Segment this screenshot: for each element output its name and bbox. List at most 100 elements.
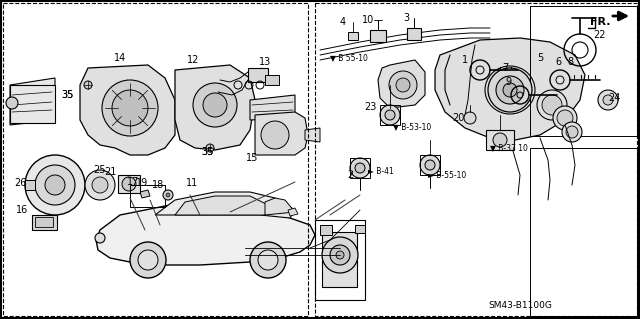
Text: 6: 6 bbox=[555, 57, 561, 67]
Text: 7: 7 bbox=[502, 63, 508, 73]
Text: 16: 16 bbox=[16, 205, 28, 215]
Bar bbox=[130, 185, 165, 207]
Text: 24: 24 bbox=[608, 93, 620, 103]
Circle shape bbox=[603, 95, 613, 105]
Text: 15: 15 bbox=[246, 153, 258, 163]
Circle shape bbox=[166, 193, 170, 197]
Text: 20: 20 bbox=[452, 113, 464, 123]
Text: 13: 13 bbox=[259, 57, 271, 67]
Text: 17: 17 bbox=[127, 177, 139, 187]
Circle shape bbox=[566, 126, 578, 138]
Text: 26: 26 bbox=[14, 178, 26, 188]
Circle shape bbox=[193, 83, 237, 127]
Polygon shape bbox=[175, 196, 268, 215]
Circle shape bbox=[503, 83, 517, 97]
Text: 1: 1 bbox=[462, 55, 468, 65]
Bar bbox=[420, 155, 440, 175]
Circle shape bbox=[84, 81, 92, 89]
Bar bbox=[265, 75, 279, 85]
Bar bbox=[530, 148, 637, 316]
Circle shape bbox=[420, 155, 440, 175]
Bar bbox=[315, 3, 637, 316]
Text: 5: 5 bbox=[537, 53, 543, 63]
Text: ▼ B 55-10: ▼ B 55-10 bbox=[330, 54, 368, 63]
Circle shape bbox=[464, 112, 476, 124]
Bar bbox=[320, 225, 332, 235]
Text: 35: 35 bbox=[62, 90, 74, 100]
Circle shape bbox=[488, 68, 532, 112]
Circle shape bbox=[553, 106, 577, 130]
Circle shape bbox=[258, 250, 278, 270]
Polygon shape bbox=[255, 112, 308, 155]
Circle shape bbox=[130, 242, 166, 278]
Text: 25: 25 bbox=[93, 165, 106, 175]
Bar bbox=[3, 3, 308, 316]
Text: 18: 18 bbox=[152, 180, 164, 190]
Polygon shape bbox=[155, 192, 295, 218]
Circle shape bbox=[92, 177, 108, 193]
Bar bbox=[10, 85, 55, 123]
Circle shape bbox=[25, 155, 85, 215]
Text: 35: 35 bbox=[202, 147, 214, 157]
Text: 35: 35 bbox=[202, 147, 214, 157]
Circle shape bbox=[322, 237, 358, 273]
Circle shape bbox=[206, 144, 214, 152]
Circle shape bbox=[493, 133, 507, 147]
Circle shape bbox=[122, 177, 136, 191]
Circle shape bbox=[330, 245, 350, 265]
Bar bbox=[35, 217, 53, 227]
Circle shape bbox=[336, 251, 344, 259]
Text: 35: 35 bbox=[62, 90, 74, 100]
Circle shape bbox=[385, 110, 395, 120]
Circle shape bbox=[112, 90, 148, 126]
Polygon shape bbox=[140, 190, 150, 198]
Text: 8: 8 bbox=[567, 57, 573, 67]
Polygon shape bbox=[378, 60, 425, 108]
Circle shape bbox=[95, 233, 105, 243]
Circle shape bbox=[496, 76, 524, 104]
Text: ▼ B-53-10: ▼ B-53-10 bbox=[393, 122, 431, 131]
Bar bbox=[315, 220, 365, 300]
Polygon shape bbox=[265, 198, 295, 215]
Bar bbox=[32, 215, 57, 230]
Circle shape bbox=[6, 97, 18, 109]
Text: SM43-B1100G: SM43-B1100G bbox=[488, 300, 552, 309]
Circle shape bbox=[35, 165, 75, 205]
Circle shape bbox=[425, 160, 435, 170]
Bar bbox=[530, 6, 637, 136]
Bar bbox=[348, 32, 358, 40]
Text: FR.: FR. bbox=[589, 17, 611, 27]
Text: 2: 2 bbox=[347, 170, 353, 180]
Circle shape bbox=[102, 80, 158, 136]
Text: 19: 19 bbox=[136, 178, 148, 188]
Bar bbox=[350, 158, 370, 178]
Circle shape bbox=[542, 95, 562, 115]
Bar bbox=[407, 28, 421, 40]
Polygon shape bbox=[435, 38, 585, 140]
Polygon shape bbox=[175, 65, 255, 150]
Polygon shape bbox=[96, 205, 315, 265]
Bar bbox=[355, 225, 365, 233]
Circle shape bbox=[355, 163, 365, 173]
Text: 21: 21 bbox=[104, 167, 116, 177]
Polygon shape bbox=[305, 128, 320, 142]
Text: ▼ B-37 10: ▼ B-37 10 bbox=[490, 144, 528, 152]
Text: 4: 4 bbox=[340, 17, 346, 27]
Text: 11: 11 bbox=[186, 178, 198, 188]
Text: 14: 14 bbox=[114, 53, 126, 63]
Bar bbox=[25, 180, 35, 190]
Bar bbox=[118, 175, 140, 193]
Circle shape bbox=[557, 110, 573, 126]
Text: 10: 10 bbox=[362, 15, 374, 25]
Circle shape bbox=[163, 190, 173, 200]
Circle shape bbox=[85, 170, 115, 200]
Circle shape bbox=[389, 71, 417, 99]
Bar bbox=[486, 130, 514, 150]
Text: 12: 12 bbox=[187, 55, 199, 65]
Circle shape bbox=[537, 90, 567, 120]
Text: ► B-55-10: ► B-55-10 bbox=[428, 172, 467, 181]
Polygon shape bbox=[250, 95, 295, 120]
Text: 3: 3 bbox=[403, 13, 409, 23]
Circle shape bbox=[396, 78, 410, 92]
Circle shape bbox=[562, 122, 582, 142]
